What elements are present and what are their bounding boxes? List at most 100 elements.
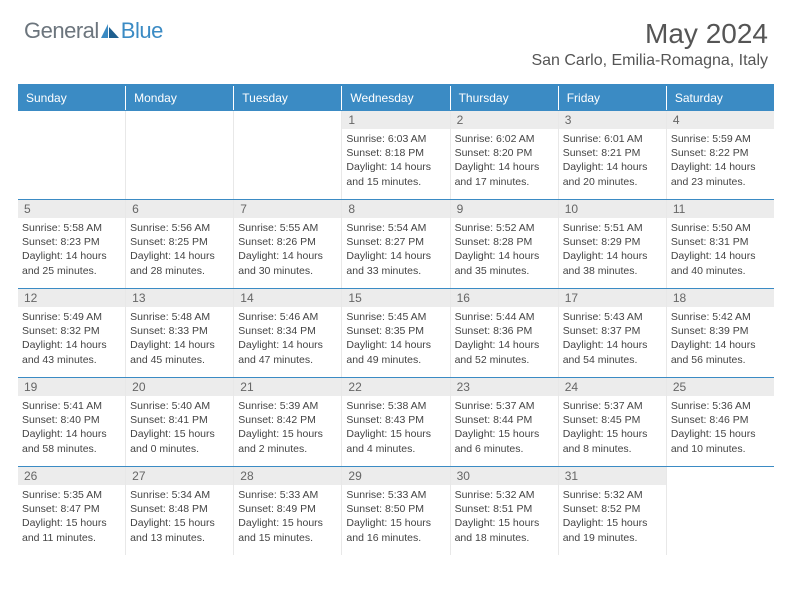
sunrise-text: Sunrise: 5:42 AM	[671, 310, 770, 324]
day-cell: 1Sunrise: 6:03 AMSunset: 8:18 PMDaylight…	[342, 111, 450, 199]
day-content: Sunrise: 5:40 AMSunset: 8:41 PMDaylight:…	[126, 396, 233, 460]
location: San Carlo, Emilia-Romagna, Italy	[531, 52, 768, 70]
day-cell: 22Sunrise: 5:38 AMSunset: 8:43 PMDayligh…	[342, 378, 450, 466]
day-cell: 17Sunrise: 5:43 AMSunset: 8:37 PMDayligh…	[559, 289, 667, 377]
calendar: SundayMondayTuesdayWednesdayThursdayFrid…	[18, 84, 774, 555]
brand-text-general: General	[24, 18, 99, 44]
day-content: Sunrise: 5:55 AMSunset: 8:26 PMDaylight:…	[234, 218, 341, 282]
daylight-text: Daylight: 14 hours and 20 minutes.	[563, 160, 662, 188]
sunrise-text: Sunrise: 5:45 AM	[346, 310, 445, 324]
day-content: Sunrise: 5:33 AMSunset: 8:49 PMDaylight:…	[234, 485, 341, 549]
day-cell: 12Sunrise: 5:49 AMSunset: 8:32 PMDayligh…	[18, 289, 126, 377]
day-cell: .	[18, 111, 126, 199]
sunset-text: Sunset: 8:51 PM	[455, 502, 554, 516]
sunset-text: Sunset: 8:31 PM	[671, 235, 770, 249]
daylight-text: Daylight: 14 hours and 49 minutes.	[346, 338, 445, 366]
sunrise-text: Sunrise: 5:59 AM	[671, 132, 770, 146]
weekday-header-row: SundayMondayTuesdayWednesdayThursdayFrid…	[18, 86, 774, 110]
sunrise-text: Sunrise: 5:39 AM	[238, 399, 337, 413]
day-number: 2	[451, 111, 558, 129]
day-number: 19	[18, 378, 125, 396]
day-cell: 2Sunrise: 6:02 AMSunset: 8:20 PMDaylight…	[451, 111, 559, 199]
sunrise-text: Sunrise: 5:51 AM	[563, 221, 662, 235]
sunset-text: Sunset: 8:29 PM	[563, 235, 662, 249]
sunrise-text: Sunrise: 5:37 AM	[455, 399, 554, 413]
day-number: 3	[559, 111, 666, 129]
daylight-text: Daylight: 15 hours and 8 minutes.	[563, 427, 662, 455]
day-cell: .	[234, 111, 342, 199]
day-content: Sunrise: 5:58 AMSunset: 8:23 PMDaylight:…	[18, 218, 125, 282]
sunset-text: Sunset: 8:50 PM	[346, 502, 445, 516]
day-number: 15	[342, 289, 449, 307]
daylight-text: Daylight: 15 hours and 2 minutes.	[238, 427, 337, 455]
daylight-text: Daylight: 15 hours and 10 minutes.	[671, 427, 770, 455]
day-number: 20	[126, 378, 233, 396]
day-cell: 30Sunrise: 5:32 AMSunset: 8:51 PMDayligh…	[451, 467, 559, 555]
week-row: 19Sunrise: 5:41 AMSunset: 8:40 PMDayligh…	[18, 377, 774, 466]
sunrise-text: Sunrise: 5:33 AM	[346, 488, 445, 502]
sunset-text: Sunset: 8:48 PM	[130, 502, 229, 516]
day-number: 21	[234, 378, 341, 396]
day-content: Sunrise: 5:44 AMSunset: 8:36 PMDaylight:…	[451, 307, 558, 371]
sunrise-text: Sunrise: 5:36 AM	[671, 399, 770, 413]
day-content: Sunrise: 5:35 AMSunset: 8:47 PMDaylight:…	[18, 485, 125, 549]
day-number: 12	[18, 289, 125, 307]
day-content: Sunrise: 5:48 AMSunset: 8:33 PMDaylight:…	[126, 307, 233, 371]
day-cell: 25Sunrise: 5:36 AMSunset: 8:46 PMDayligh…	[667, 378, 774, 466]
daylight-text: Daylight: 14 hours and 30 minutes.	[238, 249, 337, 277]
daylight-text: Daylight: 15 hours and 4 minutes.	[346, 427, 445, 455]
day-number: 23	[451, 378, 558, 396]
day-content: Sunrise: 5:37 AMSunset: 8:45 PMDaylight:…	[559, 396, 666, 460]
sunset-text: Sunset: 8:46 PM	[671, 413, 770, 427]
sunrise-text: Sunrise: 5:38 AM	[346, 399, 445, 413]
sunset-text: Sunset: 8:25 PM	[130, 235, 229, 249]
day-cell: 26Sunrise: 5:35 AMSunset: 8:47 PMDayligh…	[18, 467, 126, 555]
daylight-text: Daylight: 14 hours and 35 minutes.	[455, 249, 554, 277]
day-cell: .	[667, 467, 774, 555]
day-number: 18	[667, 289, 774, 307]
sunrise-text: Sunrise: 5:32 AM	[563, 488, 662, 502]
sunset-text: Sunset: 8:33 PM	[130, 324, 229, 338]
daylight-text: Daylight: 14 hours and 25 minutes.	[22, 249, 121, 277]
brand-text-blue: Blue	[121, 18, 163, 44]
sunrise-text: Sunrise: 5:50 AM	[671, 221, 770, 235]
day-number: 7	[234, 200, 341, 218]
day-content: Sunrise: 5:36 AMSunset: 8:46 PMDaylight:…	[667, 396, 774, 460]
day-cell: 13Sunrise: 5:48 AMSunset: 8:33 PMDayligh…	[126, 289, 234, 377]
weekday-header: Tuesday	[234, 86, 342, 110]
day-content: Sunrise: 5:33 AMSunset: 8:50 PMDaylight:…	[342, 485, 449, 549]
weekday-header: Monday	[126, 86, 234, 110]
sunrise-text: Sunrise: 5:44 AM	[455, 310, 554, 324]
day-cell: 3Sunrise: 6:01 AMSunset: 8:21 PMDaylight…	[559, 111, 667, 199]
day-content: Sunrise: 5:32 AMSunset: 8:52 PMDaylight:…	[559, 485, 666, 549]
sunset-text: Sunset: 8:28 PM	[455, 235, 554, 249]
daylight-text: Daylight: 14 hours and 17 minutes.	[455, 160, 554, 188]
sunset-text: Sunset: 8:23 PM	[22, 235, 121, 249]
day-content: Sunrise: 5:59 AMSunset: 8:22 PMDaylight:…	[667, 129, 774, 193]
day-number: 6	[126, 200, 233, 218]
day-number: 26	[18, 467, 125, 485]
daylight-text: Daylight: 14 hours and 52 minutes.	[455, 338, 554, 366]
sunset-text: Sunset: 8:47 PM	[22, 502, 121, 516]
day-cell: .	[126, 111, 234, 199]
sunrise-text: Sunrise: 5:46 AM	[238, 310, 337, 324]
day-cell: 15Sunrise: 5:45 AMSunset: 8:35 PMDayligh…	[342, 289, 450, 377]
day-content: Sunrise: 5:39 AMSunset: 8:42 PMDaylight:…	[234, 396, 341, 460]
sunrise-text: Sunrise: 5:32 AM	[455, 488, 554, 502]
day-number: 14	[234, 289, 341, 307]
day-number: 8	[342, 200, 449, 218]
day-cell: 10Sunrise: 5:51 AMSunset: 8:29 PMDayligh…	[559, 200, 667, 288]
weekday-header: Sunday	[18, 86, 126, 110]
day-content: Sunrise: 5:45 AMSunset: 8:35 PMDaylight:…	[342, 307, 449, 371]
sunset-text: Sunset: 8:32 PM	[22, 324, 121, 338]
sunrise-text: Sunrise: 5:55 AM	[238, 221, 337, 235]
sunset-text: Sunset: 8:42 PM	[238, 413, 337, 427]
sunrise-text: Sunrise: 5:56 AM	[130, 221, 229, 235]
day-content: Sunrise: 5:42 AMSunset: 8:39 PMDaylight:…	[667, 307, 774, 371]
day-number: 9	[451, 200, 558, 218]
sunset-text: Sunset: 8:18 PM	[346, 146, 445, 160]
day-cell: 19Sunrise: 5:41 AMSunset: 8:40 PMDayligh…	[18, 378, 126, 466]
sunset-text: Sunset: 8:43 PM	[346, 413, 445, 427]
sunset-text: Sunset: 8:41 PM	[130, 413, 229, 427]
daylight-text: Daylight: 14 hours and 56 minutes.	[671, 338, 770, 366]
